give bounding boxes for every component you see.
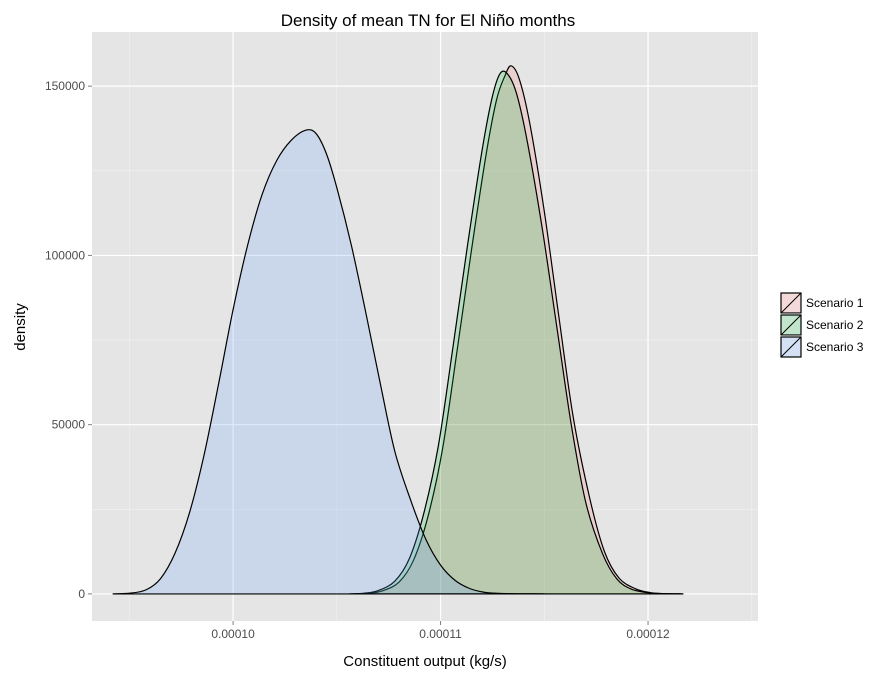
density-areas [112, 65, 684, 595]
y-tick-label: 150000 [45, 79, 85, 93]
density-area-scenario-2 [349, 71, 682, 594]
legend-label-scenario-2: Scenario 2 [806, 318, 864, 332]
density-line-scenario-2 [349, 70, 682, 595]
y-axis-title: density [12, 303, 29, 351]
grid-minor-lines [92, 32, 758, 621]
legend: Scenario 1 Scenario 2 Scenario 3 [779, 291, 864, 359]
legend-key-diagonal [780, 336, 802, 358]
plot-panel [92, 32, 758, 621]
y-tick-label: 0 [78, 587, 85, 601]
y-tick-label: 50000 [52, 418, 86, 432]
x-axis-title: Constituent output (kg/s) [343, 653, 506, 670]
legend-key-diagonal [780, 314, 802, 336]
density-area-scenario-3 [112, 129, 545, 594]
density-line-scenario-1 [353, 65, 684, 595]
chart-title: Density of mean TN for El Niño months [281, 11, 575, 30]
x-tick-label: 0.00010 [211, 627, 255, 641]
y-axis-ticks: 0 50000 100000 150000 [45, 79, 92, 601]
density-line-scenario-3 [112, 129, 545, 595]
legend-label-scenario-1: Scenario 1 [806, 296, 864, 310]
x-tick-label: 0.00012 [626, 627, 670, 641]
legend-key-diagonal [780, 292, 802, 314]
legend-label-scenario-3: Scenario 3 [806, 340, 864, 354]
x-axis-ticks: 0.00010 0.00011 0.00012 [211, 621, 670, 641]
x-tick-label: 0.00011 [419, 627, 462, 641]
y-tick-label: 100000 [45, 248, 85, 262]
density-area-scenario-1 [353, 65, 684, 594]
